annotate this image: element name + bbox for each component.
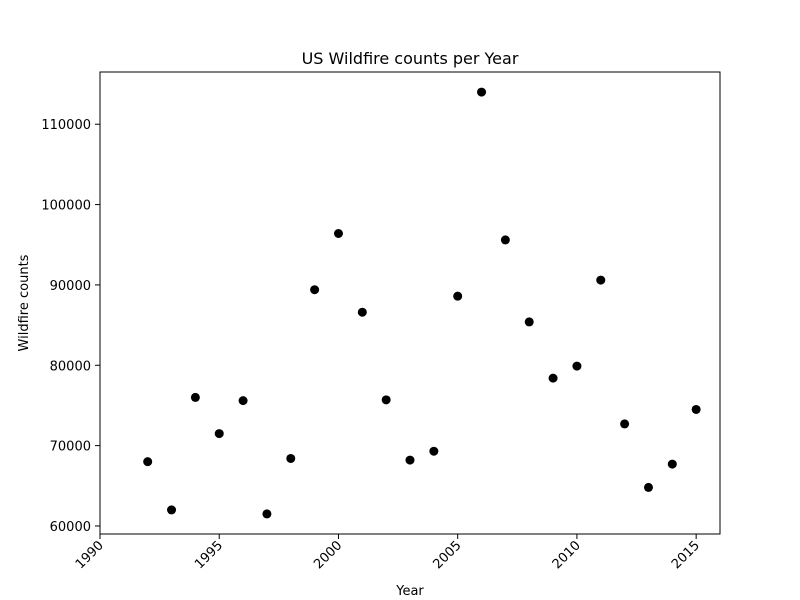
- data-point: [286, 453, 296, 463]
- data-point: [429, 446, 439, 456]
- chart-title: US Wildfire counts per Year: [302, 49, 519, 68]
- data-point: [620, 419, 630, 429]
- data-point: [310, 285, 320, 295]
- y-axis-title: Wildfire counts: [17, 254, 32, 351]
- data-point: [548, 373, 558, 383]
- y-tick-label: 70000: [50, 440, 91, 455]
- data-point: [453, 291, 463, 301]
- data-point: [381, 395, 391, 405]
- plot-frame: [99, 71, 721, 535]
- y-tick-label: 80000: [50, 359, 91, 374]
- data-point: [691, 404, 701, 414]
- data-point: [214, 429, 224, 439]
- y-tick-label: 90000: [50, 279, 91, 294]
- data-point: [238, 396, 248, 406]
- data-point: [667, 459, 677, 469]
- data-point: [167, 505, 177, 515]
- data-point: [333, 228, 343, 238]
- y-tick-label: 60000: [50, 520, 91, 535]
- data-point: [572, 361, 582, 371]
- data-point: [262, 509, 272, 519]
- data-point: [357, 307, 367, 317]
- y-tick-label: 100000: [41, 199, 91, 214]
- data-point: [405, 455, 415, 465]
- data-point: [596, 275, 606, 285]
- data-point: [477, 87, 487, 97]
- y-tick-label: 110000: [41, 118, 91, 133]
- data-point: [524, 317, 534, 327]
- data-point: [643, 482, 653, 492]
- data-point: [190, 392, 200, 402]
- data-point: [143, 457, 153, 467]
- data-point: [500, 235, 510, 245]
- x-axis-title: Year: [395, 584, 424, 599]
